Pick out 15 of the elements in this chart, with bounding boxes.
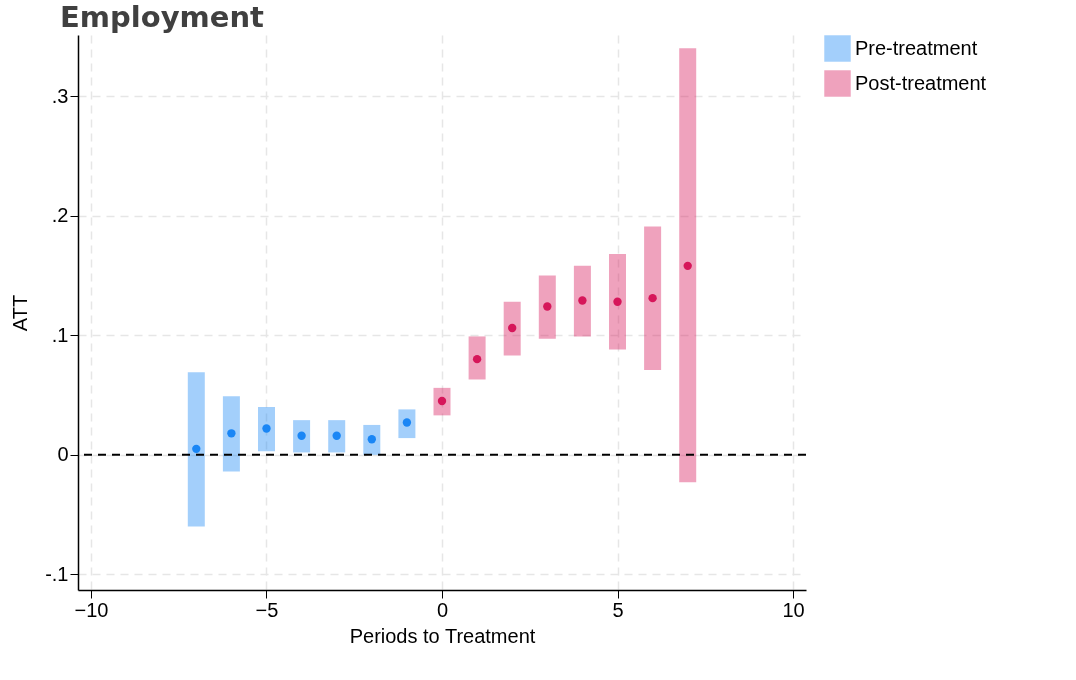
- y-tick-label: .1: [51, 323, 69, 346]
- y-tick-label: -.1: [45, 562, 69, 585]
- x-tick-label: 0: [436, 598, 449, 621]
- y-tick-label: 0: [57, 443, 69, 466]
- y-tick-label: .2: [51, 204, 69, 227]
- x-axis-title: Periods to Treatment: [349, 624, 536, 647]
- x-tick-label: 5: [612, 598, 624, 621]
- x-tick-label: 10: [782, 598, 805, 621]
- legend-label: Post-treatment: [855, 71, 987, 94]
- chart-title: Employment: [60, 0, 265, 34]
- legend-label: Pre-treatment: [855, 36, 978, 59]
- y-axis-title: ATT: [9, 294, 32, 332]
- x-tick-label: −5: [255, 598, 279, 621]
- x-tick-label: −10: [74, 598, 109, 621]
- y-tick-label: .3: [51, 84, 69, 107]
